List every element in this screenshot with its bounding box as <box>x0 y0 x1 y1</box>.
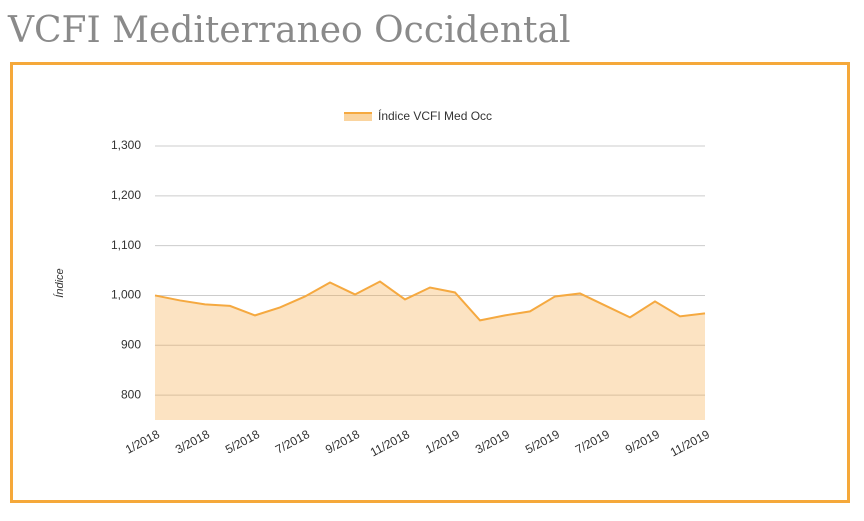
page-title: VCFI Mediterraneo Occidental <box>7 10 571 51</box>
x-tick-label: 3/2018 <box>173 427 212 457</box>
y-tick-label: 1,000 <box>111 288 141 302</box>
frame <box>10 62 850 503</box>
area-fill <box>155 281 705 420</box>
x-tick-label: 11/2019 <box>668 427 712 459</box>
y-tick-label: 1,100 <box>111 238 141 252</box>
x-tick-label: 5/2018 <box>223 427 262 457</box>
x-tick-label: 9/2019 <box>623 427 662 457</box>
x-tick-label: 7/2018 <box>273 427 312 457</box>
y-tick-label: 800 <box>121 387 141 401</box>
x-tick-label: 7/2019 <box>573 427 612 457</box>
y-axis-label: Índice <box>53 268 66 297</box>
x-tick-label: 1/2018 <box>123 427 162 457</box>
x-tick-label: 3/2019 <box>473 427 512 457</box>
x-tick-label: 5/2019 <box>523 427 562 457</box>
y-tick-label: 900 <box>121 337 141 351</box>
y-tick-label: 1,300 <box>111 138 141 152</box>
y-tick-label: 1,200 <box>111 188 141 202</box>
legend-swatch <box>344 113 372 121</box>
x-tick-label: 9/2018 <box>323 427 362 457</box>
legend-label: Índice VCFI Med Occ <box>378 108 492 123</box>
line <box>154 280 706 322</box>
x-tick-label: 1/2019 <box>423 427 462 457</box>
x-tick-label: 11/2018 <box>368 427 412 459</box>
